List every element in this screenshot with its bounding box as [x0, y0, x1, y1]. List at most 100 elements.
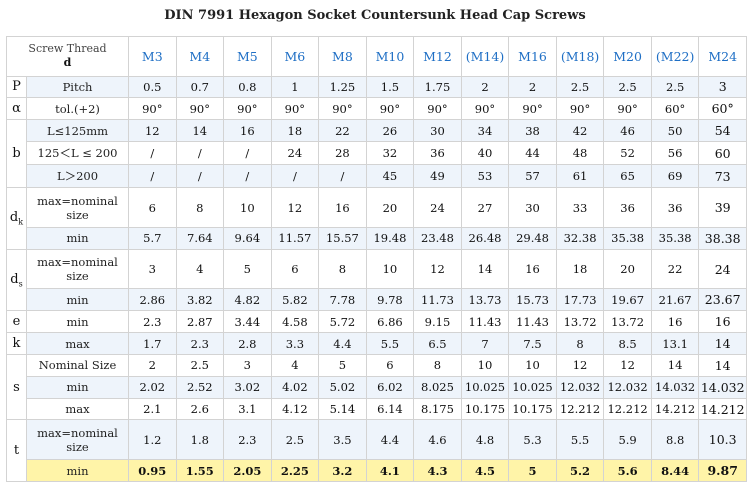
symbol-label: e: [12, 314, 21, 330]
symbol-label: k: [12, 336, 21, 352]
value-cell: 4.58: [270, 310, 320, 334]
value-cell: 2.3: [223, 419, 272, 460]
value-cell: 35.38: [603, 227, 652, 250]
value-cell: 4.6: [413, 419, 462, 460]
value-cell: 0.7: [175, 75, 225, 99]
value-cell: 2: [128, 353, 177, 377]
value-cell: 24: [413, 187, 462, 229]
value-cell: 2.25: [270, 459, 320, 482]
symbol-cell: b: [6, 119, 27, 189]
value-cell: 2.6: [175, 397, 225, 421]
value-cell: 9.64: [223, 227, 272, 250]
table-row: k max 1.7 2.3 2.8 3.3 4.4 5.5 6.5 7 7.5 8 8.5 13.1 14: [6, 332, 747, 355]
symbol-label: t: [13, 443, 20, 459]
value-cell: 1.75: [413, 75, 462, 99]
value-cell: 1.7: [128, 332, 177, 355]
value-cell: 15.73: [508, 288, 557, 312]
value-cell: 5.3: [508, 419, 557, 460]
value-cell: 5: [508, 459, 557, 482]
value-cell: 16: [650, 310, 700, 334]
value-cell: 12: [413, 248, 462, 290]
value-cell: 73: [698, 164, 747, 189]
value-cell: 2.3: [175, 332, 225, 355]
value-cell: 8.175: [413, 397, 462, 421]
value-cell: 2: [508, 75, 557, 99]
value-cell: 4.1: [365, 459, 415, 482]
value-cell: 4.3: [413, 459, 462, 482]
value-cell: 21.67: [650, 288, 700, 312]
value-cell: 16: [318, 187, 367, 229]
value-cell: 2.02: [128, 375, 177, 399]
value-cell: 90°: [460, 97, 510, 121]
value-cell: 0.95: [128, 459, 177, 482]
value-cell: 36: [413, 141, 462, 166]
value-cell: 1.55: [175, 459, 225, 482]
table-row: t max=nominal size 1.2 1.8 2.3 2.5 3.5 4.4 4.6 4.…: [6, 419, 747, 482]
value-cell: 14.032: [650, 375, 700, 399]
value-cell: 90°: [270, 97, 320, 121]
value-cell: 69: [650, 164, 700, 189]
parameter-label: Pitch: [25, 75, 130, 99]
value-cell: 4.02: [270, 375, 320, 399]
value-cell: 6: [365, 353, 415, 377]
value-cell: 2.3: [128, 310, 177, 334]
spec-table: Screw Thread d M3 M4 M5 M6 M8 M10 M12 (M…: [5, 36, 747, 482]
value-cell: 10.025: [508, 375, 557, 399]
value-cell: /: [128, 141, 177, 166]
value-cell: 20: [365, 187, 415, 229]
value-cell: 15.57: [318, 227, 367, 250]
value-cell: 2.1: [128, 397, 177, 421]
value-cell: 24: [270, 141, 320, 166]
value-cell: 24: [698, 248, 747, 290]
table-row: ds max=nominal size 3 4 5 6 8 10 12 14 16 18 20 22 24: [6, 248, 747, 312]
value-cell: 0.8: [223, 75, 272, 99]
value-cell: 9.15: [413, 310, 462, 334]
parameter-label: min: [25, 375, 130, 399]
symbol-cell: e: [6, 310, 27, 334]
table-row: 125＜L ≤ 200///24 28 32 36 40 44 48 52 56 60: [7, 141, 747, 166]
value-cell: 1.8: [175, 419, 225, 460]
value-cell: 5: [223, 248, 272, 290]
value-cell: 33: [555, 187, 605, 229]
value-cell: 1.25: [318, 75, 367, 99]
table-row: dk max=nominal size 6 8 10 12 16 20 24 27 30 33 36 36…: [6, 187, 747, 250]
thread-d-label: d: [63, 56, 72, 70]
value-cell: 16: [698, 310, 747, 334]
value-cell: 56: [650, 141, 700, 166]
value-cell: /: [128, 164, 177, 189]
value-cell: 5: [318, 353, 367, 377]
value-cell: 4: [175, 248, 225, 290]
size-header: (M18): [555, 36, 605, 77]
value-cell: 49: [413, 164, 462, 189]
value-cell: 2.5: [650, 75, 700, 99]
value-cell: 90°: [128, 97, 177, 121]
value-cell: 3: [128, 248, 177, 290]
value-cell: 16: [508, 248, 557, 290]
value-cell: 6.86: [365, 310, 415, 334]
value-cell: 11.43: [508, 310, 557, 334]
value-cell: 4.8: [460, 419, 510, 460]
symbol-label: α: [12, 101, 21, 117]
value-cell: 35.38: [650, 227, 700, 250]
value-cell: 44: [508, 141, 557, 166]
value-cell: 90°: [318, 97, 367, 121]
value-cell: 20: [603, 248, 652, 290]
size-header: M5: [223, 36, 272, 77]
value-cell: 2: [460, 75, 510, 99]
value-cell: 2.86: [128, 288, 177, 312]
size-header: M16: [508, 36, 557, 77]
value-cell: 50: [650, 119, 700, 143]
value-cell: 57: [508, 164, 557, 189]
value-cell: 8: [413, 353, 462, 377]
value-cell: 5.72: [318, 310, 367, 334]
parameter-label: max=nominal size: [25, 419, 130, 460]
table-row: L＞200// / //45 49 53 57 61 65 69 73: [7, 164, 747, 189]
value-cell: 12.212: [555, 397, 605, 421]
value-cell: 7: [460, 332, 510, 355]
value-cell: 90°: [175, 97, 225, 121]
value-cell: 5.5: [365, 332, 415, 355]
header-row: Screw Thread d M3 M4 M5 M6 M8 M10 M12 (M…: [5, 36, 747, 77]
table-row: min 5.7 7.64 9.64 11.57 15.57 19.48 23.48 26.48 2…: [7, 227, 747, 250]
value-cell: 8.8: [650, 419, 700, 460]
parameter-label: max: [25, 332, 130, 355]
